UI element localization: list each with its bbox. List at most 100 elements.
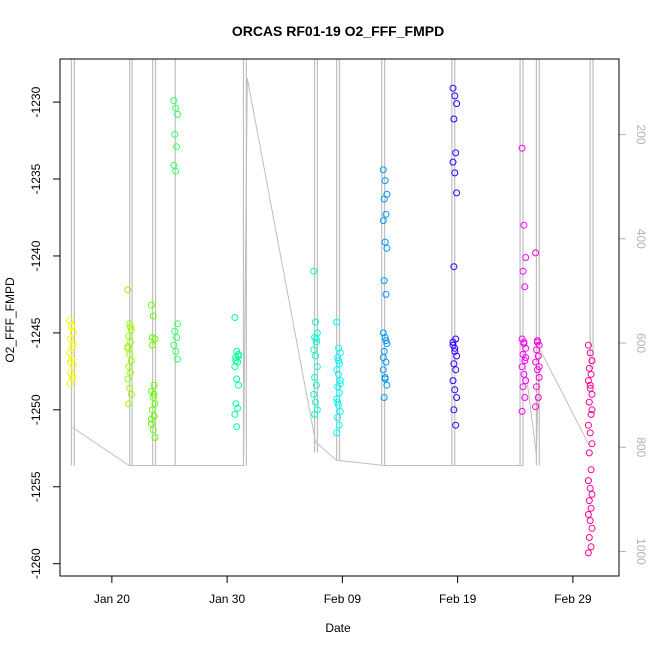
data-point (585, 364, 593, 372)
data-point (522, 254, 530, 261)
series-rf07 (333, 318, 344, 437)
data-point (452, 421, 460, 429)
y-tick-label: -1235 (29, 163, 43, 194)
series-rf12 (584, 341, 596, 557)
data-point (310, 390, 318, 398)
data-point (311, 374, 319, 381)
data-point (586, 484, 594, 492)
data-point (310, 346, 318, 354)
x-tick-label: Jan 20 (94, 592, 130, 606)
data-point (586, 429, 594, 437)
data-point (450, 263, 458, 271)
data-point (586, 517, 594, 525)
series-rf08 (379, 166, 391, 401)
data-point (124, 375, 132, 383)
data-point (588, 440, 596, 448)
data-point (333, 366, 341, 374)
data-point (68, 355, 75, 363)
data-point (381, 177, 389, 185)
data-point (335, 360, 343, 368)
data-point (127, 369, 134, 377)
data-point (148, 406, 156, 414)
data-point (585, 497, 593, 505)
data-point (381, 238, 389, 246)
data-point (585, 449, 593, 457)
data-point (127, 326, 135, 334)
data-point (449, 158, 457, 166)
data-point (148, 334, 156, 341)
data-point (587, 410, 595, 418)
data-point (522, 377, 530, 385)
data-point (451, 92, 459, 100)
data-point (333, 318, 341, 326)
data-point (68, 372, 76, 380)
data-point (522, 344, 530, 352)
data-point (147, 415, 155, 423)
series-rf10 (518, 144, 530, 415)
data-point (127, 323, 134, 331)
data-point (172, 167, 180, 175)
x-tick-label: Feb 09 (324, 592, 362, 606)
data-point (66, 380, 74, 388)
data-point (535, 363, 543, 371)
data-point (312, 398, 319, 406)
data-point (520, 338, 528, 346)
x-axis-label: Date (325, 621, 351, 635)
data-point (151, 400, 159, 408)
y-axis-label: O2_FFF_FMPD (3, 277, 17, 363)
data-point (588, 390, 596, 398)
data-point (312, 381, 320, 389)
data-point (149, 312, 157, 320)
y-tick-label: -1260 (29, 548, 43, 579)
data-point (333, 395, 341, 403)
data-point (126, 320, 134, 328)
data-point (68, 343, 76, 351)
data-point (126, 350, 134, 358)
data-point (535, 374, 543, 381)
chart-title: ORCAS RF01-19 O2_FFF_FMPD (232, 23, 444, 39)
data-point (126, 384, 134, 392)
data-point (310, 267, 318, 275)
data-point (449, 338, 457, 346)
data-point (584, 341, 592, 349)
data-point (125, 363, 133, 371)
data-point (68, 321, 75, 329)
data-point (518, 363, 526, 371)
data-point (151, 434, 159, 441)
data-point (587, 504, 595, 512)
data-point (334, 354, 342, 361)
data-point (450, 360, 458, 368)
data-point (233, 423, 241, 431)
plot-frame (59, 58, 620, 577)
data-point (383, 244, 391, 252)
data-point (174, 320, 181, 328)
y-tick-label: -1245 (29, 317, 43, 348)
data-point (379, 329, 387, 337)
data-point (520, 221, 528, 229)
data-point (174, 110, 181, 118)
data-point (170, 161, 178, 169)
data-point (312, 338, 320, 346)
y-tick-label: -1250 (29, 394, 43, 425)
y-tick-label: -1240 (29, 240, 43, 271)
data-point (173, 334, 181, 341)
data-point (335, 357, 342, 365)
data-point (380, 277, 388, 285)
overlay-baseline (72, 78, 591, 466)
data-point (587, 543, 595, 551)
series-rf01 (66, 317, 77, 388)
data-point (522, 354, 530, 361)
data-point (171, 130, 179, 138)
data-point (235, 381, 242, 389)
data-point (587, 370, 595, 378)
data-point (311, 334, 319, 341)
data-point (518, 144, 526, 152)
data-point (451, 347, 459, 355)
data-point (584, 421, 592, 429)
data-point (532, 249, 540, 257)
data-point (312, 318, 319, 326)
series-rf04 (170, 97, 181, 363)
y-tick-label: -1255 (29, 471, 43, 502)
data-point (380, 195, 388, 203)
